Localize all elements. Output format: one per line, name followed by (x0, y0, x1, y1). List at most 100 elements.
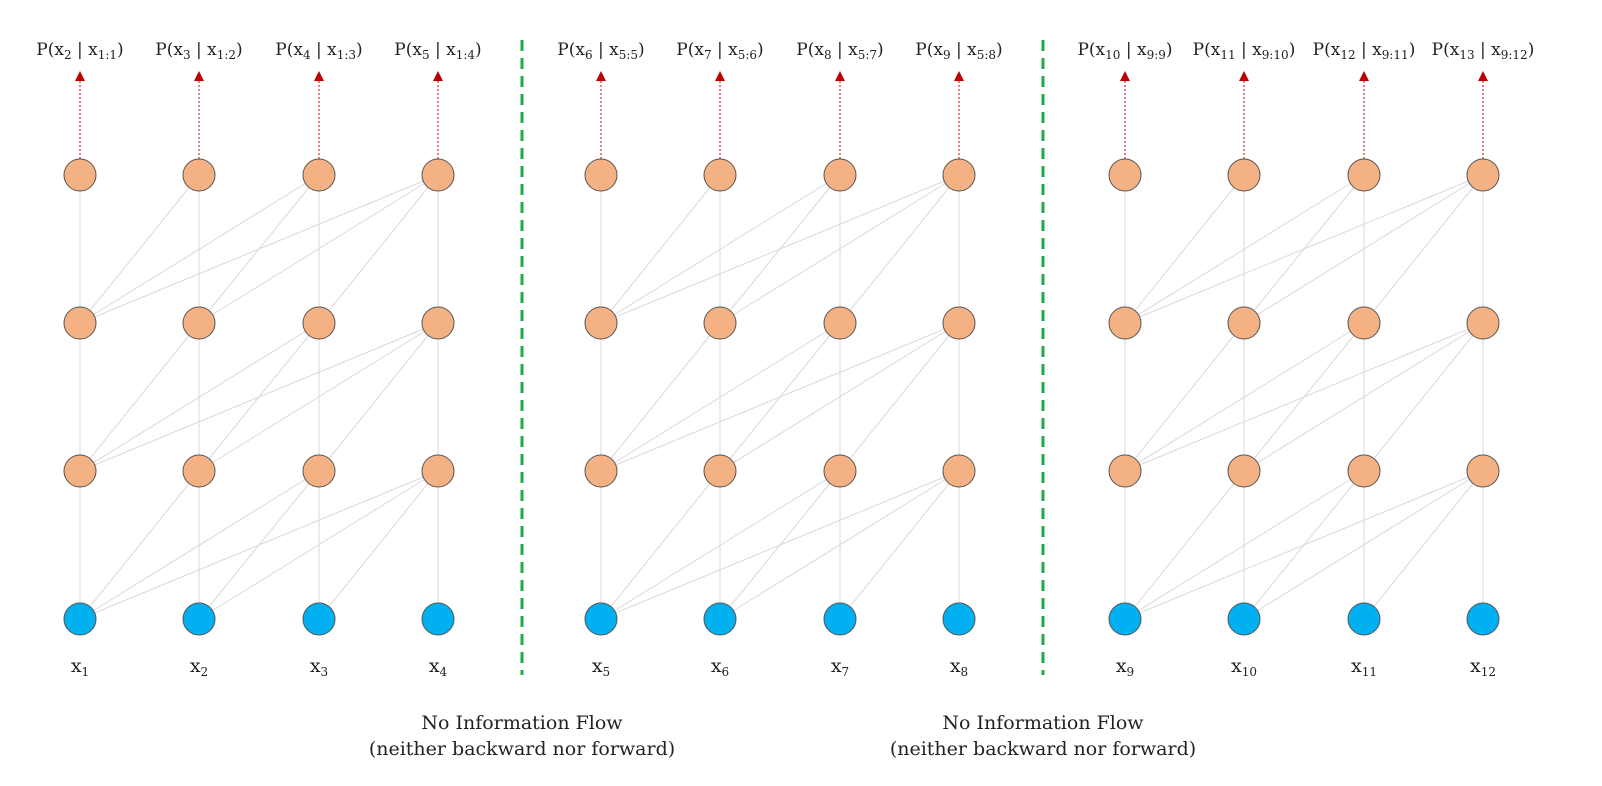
input-node-x7 (823, 602, 857, 636)
edges-layer (79, 174, 1484, 620)
prob-label-sub1: 7 (704, 48, 712, 62)
prob-label-post: ) (1289, 40, 1296, 60)
prob-label-pre: P(x (155, 40, 183, 60)
input-label-subscript: 2 (201, 665, 209, 679)
hidden-node-L1-x10 (1227, 454, 1261, 488)
prob-label-mid: | x (951, 40, 978, 60)
output-probability-label: P(x12 | x9:11) (1313, 40, 1416, 62)
hidden-node-L3-x9 (1108, 158, 1142, 192)
input-label-base: x (71, 655, 82, 677)
prob-label-mid: | x (311, 40, 338, 60)
prob-label-post: ) (996, 40, 1003, 60)
output-probability-label: P(x11 | x9:10) (1193, 40, 1296, 62)
prob-label-sub2: 1:1 (98, 48, 117, 62)
hidden-node-L3-x8 (942, 158, 976, 192)
prob-label-sub1: 9 (943, 48, 951, 62)
no-information-flow-subtitle: (neither backward nor forward) (369, 738, 675, 760)
input-label-subscript: 1 (82, 665, 90, 679)
edge-causal-2-L2-3-4 (839, 322, 960, 472)
edge-causal-2-L1-1-2 (600, 470, 721, 620)
hidden-node-L2-x9 (1108, 306, 1142, 340)
input-node-x9 (1108, 602, 1142, 636)
prob-label-pre: P(x (36, 40, 64, 60)
prob-label-pre: P(x (1077, 40, 1105, 60)
output-probability-label: P(x6 | x5:5) (557, 40, 644, 62)
edge-causal-3-L3-1-2 (1124, 174, 1245, 324)
prob-label-sub1: 13 (1459, 48, 1474, 62)
prob-label-mid: | x (191, 40, 218, 60)
hidden-node-L2-x3 (302, 306, 336, 340)
hidden-node-L1-x11 (1347, 454, 1381, 488)
edge-causal-1-L3-3-4 (318, 174, 439, 324)
output-probability-label: P(x5 | x1:4) (394, 40, 481, 62)
edge-causal-2-L3-1-3 (600, 174, 841, 324)
input-label-base: x (1231, 655, 1242, 677)
prob-label-sub1: 5 (422, 48, 430, 62)
prob-label-mid: | x (1120, 40, 1147, 60)
edge-causal-3-L1-2-4 (1243, 470, 1484, 620)
prob-label-pre: P(x (557, 40, 585, 60)
hidden-node-L3-x12 (1466, 158, 1500, 192)
input-node-x11 (1347, 602, 1381, 636)
input-label-subscript: 9 (1127, 665, 1135, 679)
edge-causal-1-L1-2-4 (198, 470, 439, 620)
prob-label-sub2: 9:12 (1501, 48, 1528, 62)
edge-causal-2-L3-1-2 (600, 174, 721, 324)
edge-causal-1-L1-2-3 (198, 470, 320, 620)
prob-label-sub1: 2 (64, 48, 72, 62)
input-label: x6 (711, 655, 729, 679)
input-label: x5 (592, 655, 610, 679)
input-label-subscript: 8 (961, 665, 969, 679)
prob-label-mid: | x (1236, 40, 1263, 60)
prob-label-mid: | x (593, 40, 620, 60)
prob-label-sub2: 9:9 (1147, 48, 1166, 62)
input-label: x4 (429, 655, 448, 679)
output-probability-label: P(x7 | x5:6) (676, 40, 763, 62)
prob-label-pre: P(x (1432, 40, 1460, 60)
hidden-node-L3-x3 (302, 158, 336, 192)
prob-label-post: ) (356, 40, 363, 60)
input-label-base: x (1351, 655, 1362, 677)
hidden-node-L1-x6 (703, 454, 737, 488)
input-label-base: x (711, 655, 722, 677)
hidden-node-L1-x8 (942, 454, 976, 488)
input-label-subscript: 7 (842, 665, 850, 679)
edge-causal-1-L2-1-2 (79, 322, 200, 472)
no-information-flow-title: No Information Flow (942, 712, 1144, 734)
input-node-x1 (63, 602, 97, 636)
edge-causal-2-L1-1-3 (600, 470, 841, 620)
input-label: x7 (831, 655, 849, 679)
hidden-node-L2-x12 (1466, 306, 1500, 340)
prob-label-sub2: 1:4 (456, 48, 476, 62)
hidden-node-L2-x10 (1227, 306, 1261, 340)
notes-layer: No Information Flow (neither backward nor… (369, 712, 1196, 760)
prob-label-sub1: 10 (1105, 48, 1120, 62)
edge-causal-1-L2-2-4 (198, 322, 439, 472)
edge-causal-2-L2-2-3 (719, 322, 841, 472)
edge-causal-1-L1-1-3 (79, 470, 320, 620)
output-probability-label: P(x13 | x9:12) (1432, 40, 1535, 62)
input-node-x6 (703, 602, 737, 636)
separators-layer (520, 40, 1045, 675)
prob-label-mid: | x (1356, 40, 1383, 60)
input-label: x10 (1231, 655, 1257, 679)
hidden-node-L1-x12 (1466, 454, 1500, 488)
input-label: x11 (1351, 655, 1377, 679)
prob-label-sub2: 9:10 (1262, 48, 1289, 62)
input-node-x3 (302, 602, 336, 636)
input-node-x12 (1466, 602, 1500, 636)
edge-causal-1-L1-1-2 (79, 470, 200, 620)
hidden-node-L1-x2 (182, 454, 216, 488)
prob-label-post: ) (638, 40, 645, 60)
hidden-node-L1-x4 (421, 454, 455, 488)
prob-label-post: ) (475, 40, 482, 60)
prob-label-post: ) (1166, 40, 1173, 60)
edge-causal-1-L3-2-4 (198, 174, 439, 324)
output-probability-label: P(x2 | x1:1) (36, 40, 123, 62)
edge-causal-2-L3-2-4 (719, 174, 960, 324)
hidden-node-L2-x2 (182, 306, 216, 340)
hidden-node-L2-x1 (63, 306, 97, 340)
output-probability-label: P(x4 | x1:3) (275, 40, 362, 62)
output-arrows-layer (75, 71, 1488, 159)
